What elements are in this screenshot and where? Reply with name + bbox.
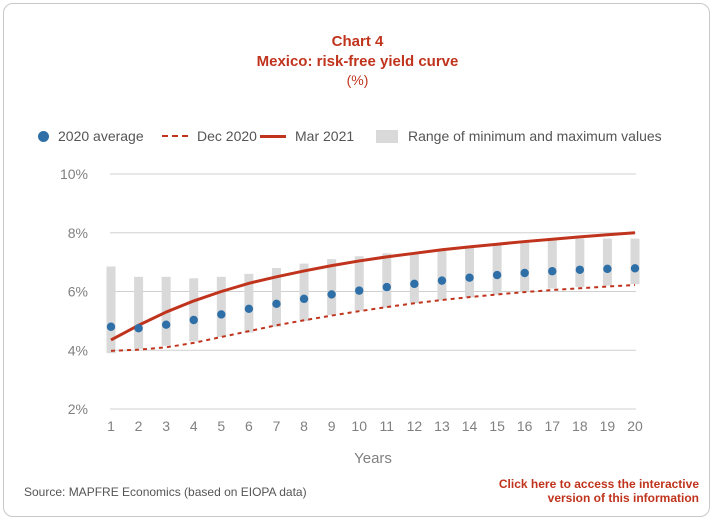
legend-solid-line-icon [260,134,286,138]
x-tick-label: 5 [217,418,225,434]
series-point-2020-average [492,270,502,280]
series-point-2020-average [465,273,474,282]
range-bar [271,268,281,327]
x-tick-label: 11 [380,418,395,434]
x-tick-label: 15 [489,418,505,434]
x-tick-label: 10 [351,418,367,434]
x-tick-label: 1 [107,418,115,434]
y-tick-label: 8% [68,225,88,241]
y-tick-label: 2% [68,401,88,417]
x-tick-label: 2 [135,418,143,434]
legend-item-mar: Mar 2021 [260,128,354,144]
legend-label-dec: Dec 2020 [197,128,257,144]
range-bar [520,241,530,292]
range-bar [382,253,392,308]
legend-dashed-line-icon [162,135,188,137]
x-tick-label: 6 [245,418,253,434]
series-point-2020-average [410,279,419,289]
range-bar [216,276,226,338]
series-line-mar-2021 [110,231,636,342]
x-tick-label: 13 [434,418,450,434]
series-point-2020-average [603,264,612,274]
x-tick-label: 16 [517,418,533,434]
series-point-2020-average [161,320,171,329]
range-bar [630,238,640,285]
series-point-2020-average [548,267,557,276]
source-note: Source: MAPFRE Economics (based on EIOPA… [24,485,307,499]
legend-label-avg: 2020 average [58,128,144,144]
range-bar [547,240,557,289]
series-point-2020-average [134,324,143,333]
range-bar [299,263,309,321]
series-point-2020-average [520,268,529,278]
series-point-2020-average [106,322,116,331]
x-axis-title: Years [354,450,392,467]
interactive-version-link[interactable]: Click here to access the interactive ver… [499,477,699,505]
range-bar [189,278,199,342]
link-line-1[interactable]: Click here to access the interactive [498,477,699,491]
range-bar [134,276,144,349]
range-bar [575,238,585,288]
chart-number: Chart 4 [331,33,384,50]
x-tick-label: 4 [190,418,198,434]
series-line-dec-2020 [110,284,636,352]
range-bar [327,259,337,315]
series-point-2020-average [217,310,226,319]
series-point-2020-average [355,286,364,295]
series-point-2020-average [382,282,391,292]
series-point-2020-average [272,299,281,309]
x-tick-label: 14 [462,418,478,434]
range-bar [465,247,475,298]
legend-item-range: Range of minimum and maximum values [376,128,662,144]
y-tick-label: 6% [68,284,88,300]
range-bar [437,250,447,301]
x-tick-label: 7 [273,418,281,434]
series-point-2020-average [327,290,336,299]
range-bar [354,256,364,311]
x-tick-label: 18 [572,418,588,434]
y-tick-label: 10% [60,166,88,182]
x-tick-label: 19 [600,418,616,434]
series-point-2020-average [630,264,640,273]
series-point-2020-average [299,294,309,304]
series-point-2020-average [244,304,254,314]
chart-subtitle: (%) [346,72,369,88]
x-tick-label: 17 [544,418,560,434]
x-tick-label: 8 [300,418,308,434]
legend-item-dec: Dec 2020 [162,128,257,144]
legend-range-box-icon [376,129,398,143]
y-tick-label: 4% [68,342,88,358]
link-line-2[interactable]: version of this information [547,491,699,505]
range-bar [492,244,502,295]
x-tick-label: 20 [627,418,643,434]
x-tick-label: 12 [407,418,423,434]
range-bar [244,273,254,333]
series-point-2020-average [575,265,585,274]
legend-dot-icon [38,130,49,142]
chart-title: Mexico: risk-free yield curve [256,53,459,70]
legend-item-avg: 2020 average [38,128,144,144]
legend-label-range: Range of minimum and maximum values [408,128,662,144]
range-bar [106,266,116,354]
legend-label-mar: Mar 2021 [295,128,355,144]
series-point-2020-average [437,276,447,285]
range-bar [409,253,419,304]
x-tick-label: 9 [328,418,336,434]
x-tick-label: 3 [162,418,170,434]
series-point-2020-average [189,315,198,325]
range-bar [602,238,612,286]
